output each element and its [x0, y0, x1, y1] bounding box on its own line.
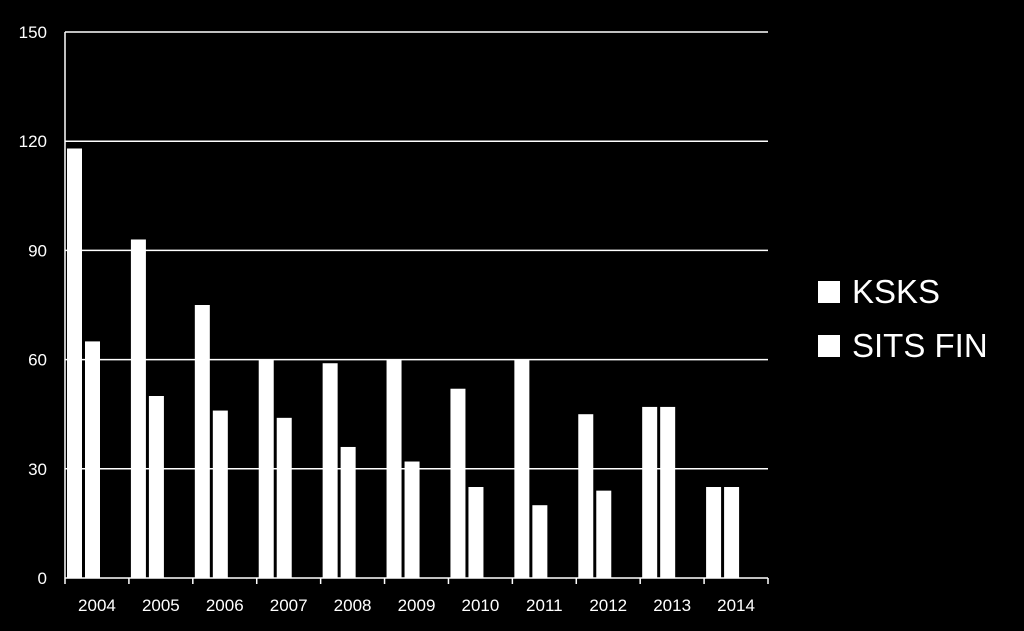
bar-ksks-2012	[578, 414, 594, 578]
y-tick-label-0: 0	[38, 569, 47, 588]
x-tick-label-2008: 2008	[334, 596, 372, 615]
x-tick-label-2011: 2011	[526, 596, 563, 615]
bar-sits-fin-2009	[404, 461, 420, 578]
x-tick-label-2013: 2013	[653, 596, 691, 615]
bar-sits-fin-2011	[532, 505, 548, 578]
x-tick-label-2009: 2009	[398, 596, 436, 615]
x-tick-label-2010: 2010	[461, 596, 499, 615]
legend-swatch-sits-fin	[818, 335, 840, 357]
legend-item-ksks: KSKS	[818, 265, 988, 319]
legend-label-sits-fin: SITS FIN	[852, 327, 988, 364]
bar-sits-fin-2014	[724, 487, 740, 578]
y-tick-label-90: 90	[28, 241, 47, 260]
y-tick-label-150: 150	[19, 23, 47, 42]
legend-item-sits-fin: SITS FIN	[818, 319, 988, 373]
bar-ksks-2005	[130, 239, 146, 579]
legend-swatch-ksks	[818, 281, 840, 303]
legend-label-ksks: KSKS	[852, 273, 941, 310]
tick-labels: 0 30 60 90 120 150 2004 2005 2006 2007 2008 2009 201…	[19, 23, 755, 615]
gridlines	[65, 31, 768, 470]
bar-sits-fin-2010	[468, 487, 484, 578]
x-tick-label-2012: 2012	[589, 596, 627, 615]
bar-ksks-2010	[450, 388, 466, 578]
bar-sits-fin-2008	[340, 446, 356, 578]
bar-ksks-2009	[386, 359, 402, 578]
bar-sits-fin-2004	[85, 341, 100, 578]
bar-ksks-2007	[258, 359, 274, 578]
x-tick-label-2004: 2004	[78, 596, 116, 615]
y-tick-label-30: 30	[28, 460, 47, 479]
bar-sits-fin-2007	[276, 417, 292, 578]
bar-sits-fin-2006	[212, 410, 228, 578]
x-tick-label-2014: 2014	[717, 596, 755, 615]
bar-ksks-2014	[706, 487, 722, 578]
bar-sits-fin-2013	[660, 406, 676, 578]
bar-ksks-2006	[194, 305, 210, 578]
bar-ksks-2013	[642, 406, 658, 578]
bar-sits-fin-2005	[148, 396, 164, 578]
x-tick-label-2006: 2006	[206, 596, 244, 615]
bar-sits-fin-2012	[596, 490, 612, 578]
bars	[67, 148, 740, 579]
x-tick-label-2005: 2005	[142, 596, 180, 615]
legend: KSKS SITS FIN	[818, 265, 988, 373]
y-tick-label-120: 120	[19, 132, 47, 151]
x-tick-label-2007: 2007	[270, 596, 308, 615]
bar-ksks-2011	[514, 359, 530, 578]
bar-ksks-2008	[322, 363, 338, 578]
y-tick-label-60: 60	[28, 351, 47, 370]
bar-ksks-2004	[67, 148, 82, 579]
